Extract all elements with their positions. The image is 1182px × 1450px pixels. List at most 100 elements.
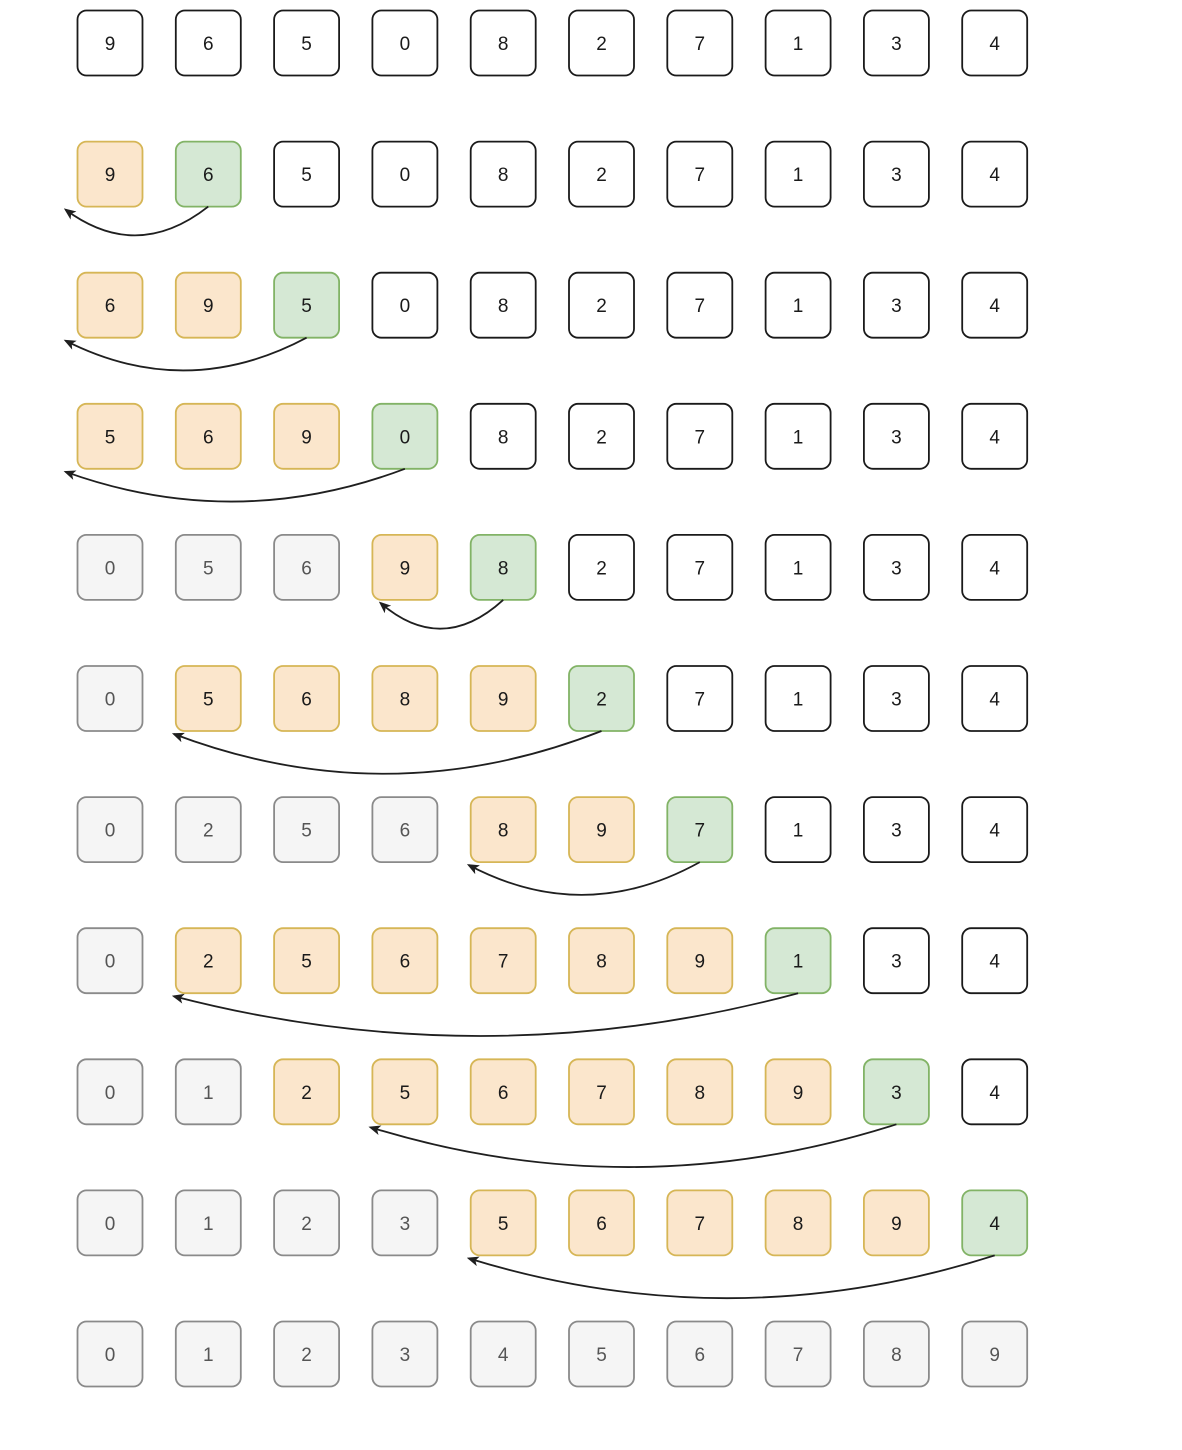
array-cell-sorted: 9	[666, 927, 734, 995]
array-cell-default: 3	[863, 140, 930, 208]
array-cell-box	[568, 1189, 635, 1257]
array-cell-box	[76, 665, 144, 732]
array-cell-value: 0	[105, 690, 116, 711]
array-cell-box	[961, 140, 1029, 208]
array-cell-done: 6	[666, 1320, 734, 1388]
array-cell-default: 7	[666, 665, 734, 732]
array-cell-value: 9	[891, 1214, 902, 1235]
array-cell-value: 5	[301, 821, 312, 842]
array-cell-sorted: 7	[568, 1058, 635, 1126]
array-cell-default: 4	[961, 1058, 1029, 1126]
array-cell-value: 2	[596, 427, 607, 448]
array-cell-sorted: 9	[469, 665, 537, 732]
array-cell-default: 8	[469, 402, 537, 470]
array-cell-value: 9	[596, 821, 607, 842]
sort-step-row: 0 2 5 6 7 8 9 1 3 4	[76, 927, 1029, 1037]
array-cell-sorted: 6	[469, 1058, 537, 1126]
array-cell-box	[961, 271, 1029, 339]
array-cell-sorted: 9	[568, 796, 635, 863]
insert-arrow	[63, 205, 209, 237]
array-cell-sorted: 5	[76, 402, 144, 470]
array-cell-box	[764, 534, 832, 601]
array-cell-box	[568, 9, 635, 77]
array-cell-sorted: 6	[174, 402, 242, 470]
array-cell-value: 8	[793, 1214, 804, 1235]
array-cell-value: 4	[989, 1214, 1000, 1235]
array-cell-box	[863, 1189, 930, 1257]
array-cell-default: 7	[666, 140, 734, 208]
array-cell-default: 4	[961, 271, 1029, 339]
array-cell-done: 1	[174, 1320, 242, 1388]
array-cell-box	[76, 1320, 144, 1388]
array-cell-value: 0	[105, 1083, 116, 1104]
array-cell-box	[76, 1058, 144, 1126]
array-cell-value: 4	[498, 1345, 509, 1366]
array-cell-done: 0	[76, 1320, 144, 1388]
insert-arrow	[63, 467, 406, 503]
array-cell-value: 1	[793, 821, 804, 842]
array-cell-box	[961, 927, 1029, 995]
array-cell-default: 2	[568, 9, 635, 77]
array-cell-value: 8	[498, 296, 509, 317]
array-cell-value: 5	[203, 690, 214, 711]
array-cell-value: 3	[891, 952, 902, 973]
array-cell-value: 6	[695, 1345, 706, 1366]
array-cell-value: 3	[891, 821, 902, 842]
array-cell-sorted: 8	[666, 1058, 734, 1126]
array-cell-box	[371, 1320, 439, 1388]
array-cell-box	[568, 140, 635, 208]
array-cell-sorted: 5	[469, 1189, 537, 1257]
array-cell-box	[76, 1189, 144, 1257]
array-cell-value: 3	[400, 1214, 411, 1235]
array-cell-value: 8	[891, 1345, 902, 1366]
array-cell-default: 7	[666, 9, 734, 77]
array-cell-box	[76, 9, 144, 77]
array-cell-box	[469, 402, 537, 470]
array-cell-value: 7	[596, 1083, 607, 1104]
array-cell-done: 6	[273, 534, 341, 601]
array-cell-default: 7	[666, 271, 734, 339]
array-cell-default: 8	[469, 9, 537, 77]
array-cell-done: 0	[76, 1058, 144, 1126]
sort-step-row: 9 6 5 0 8 2 7 1 3 4	[76, 9, 1029, 77]
array-cell-done: 4	[469, 1320, 537, 1388]
array-cell-box	[174, 271, 242, 339]
array-cell-default: 3	[863, 9, 930, 77]
array-cell-value: 4	[989, 821, 1000, 842]
array-cell-box	[961, 665, 1029, 732]
array-cell-box	[371, 271, 439, 339]
array-cell-value: 9	[400, 558, 411, 579]
array-cell-value: 5	[301, 34, 312, 55]
array-cell-value: 4	[989, 34, 1000, 55]
array-cell-default: 1	[764, 402, 832, 470]
array-cell-box	[863, 796, 930, 863]
array-cell-box	[666, 1058, 734, 1126]
array-cell-value: 9	[695, 952, 706, 973]
array-cell-value: 9	[498, 690, 509, 711]
array-cell-value: 8	[498, 558, 509, 579]
array-cell-box	[469, 9, 537, 77]
array-cell-box	[764, 1320, 832, 1388]
array-cell-value: 3	[891, 165, 902, 186]
array-cell-done: 9	[961, 1320, 1029, 1388]
array-cell-box	[666, 140, 734, 208]
array-cell-value: 4	[989, 165, 1000, 186]
array-cell-box	[568, 1058, 635, 1126]
array-cell-value: 1	[793, 165, 804, 186]
array-cell-box	[273, 796, 341, 863]
array-cell-default: 8	[469, 271, 537, 339]
array-cell-box	[174, 927, 242, 995]
array-cell-key: 4	[961, 1189, 1029, 1257]
array-cell-sorted: 8	[371, 665, 439, 732]
array-cell-default: 5	[273, 140, 341, 208]
array-cell-value: 0	[400, 165, 411, 186]
array-cell-sorted: 6	[76, 271, 144, 339]
array-cell-sorted: 6	[371, 927, 439, 995]
array-cell-box	[76, 927, 144, 995]
array-cell-done: 3	[371, 1320, 439, 1388]
sort-step-row: 0 5 6 9 8 2 7 1 3 4	[76, 534, 1029, 630]
array-cell-box	[961, 1320, 1029, 1388]
array-cell-value: 8	[498, 165, 509, 186]
array-cell-value: 1	[793, 952, 804, 973]
